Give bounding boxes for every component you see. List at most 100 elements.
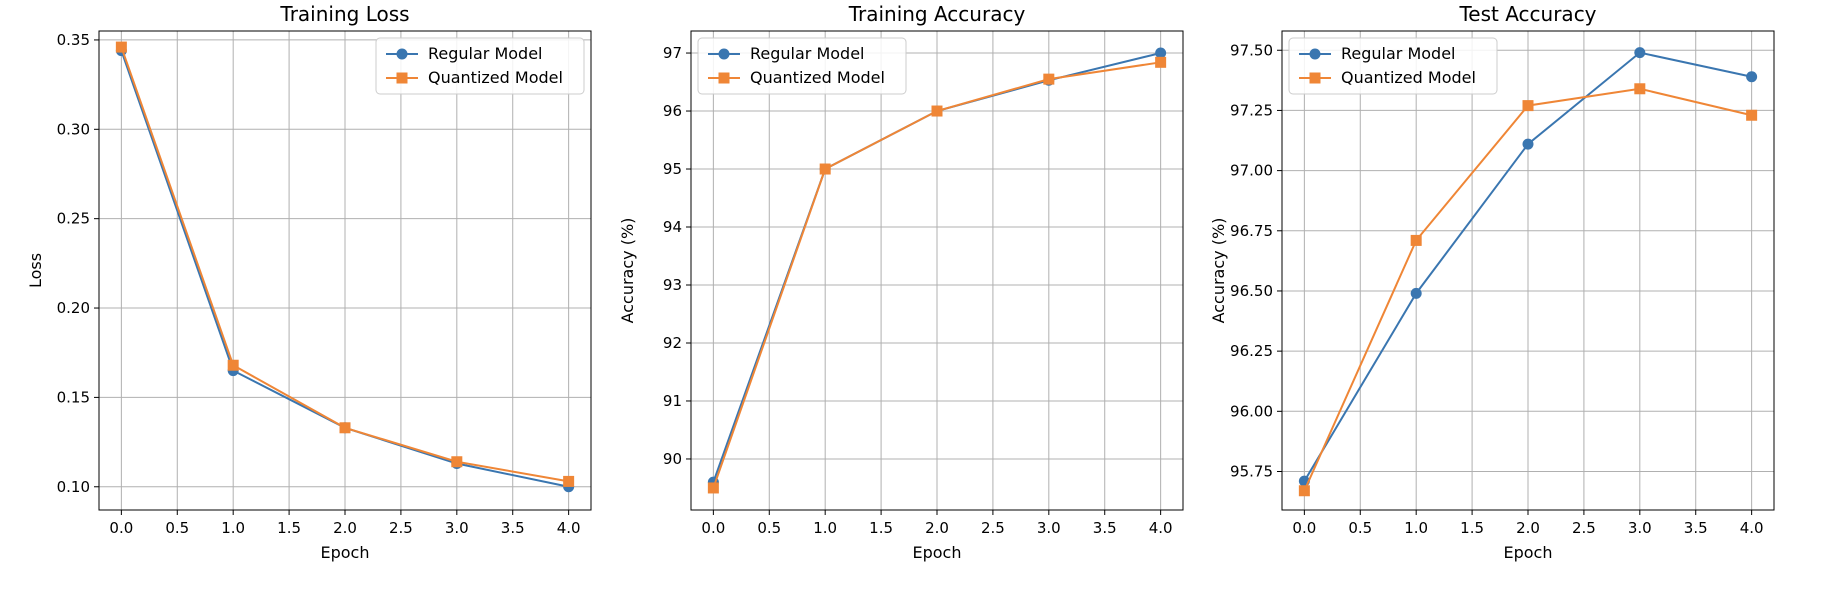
x-tick-label: 0.5 [757, 519, 781, 537]
y-tick-label: 96.25 [1230, 342, 1273, 360]
data-point-quantized [1634, 83, 1646, 95]
x-tick-label: 2.0 [1516, 519, 1540, 537]
subplot-3: 0.0 0.5 1.0 1.5 2.0 2.5 3.0 3.5 4.0 95.75 96.00 96.… [1209, 2, 1775, 562]
data-point-quantized [227, 359, 239, 371]
x-tick-label: 0.0 [1292, 519, 1316, 537]
legend-box [375, 37, 585, 95]
data-point-quantized [451, 456, 463, 468]
x-tick-label: 1.5 [277, 519, 301, 537]
x-axis-label: Epoch [1504, 543, 1553, 562]
chart-title: Training Loss [279, 2, 409, 26]
legend-label: Quantized Model [1341, 68, 1476, 87]
y-tick-label: 97.00 [1230, 162, 1273, 180]
y-tick-label: 0.25 [57, 210, 90, 228]
legend-marker [1309, 48, 1321, 60]
data-point-regular [1746, 71, 1758, 83]
x-tick-label: 2.5 [1572, 519, 1596, 537]
x-tick-label: 3.5 [1093, 519, 1117, 537]
y-tick-label: 0.30 [57, 120, 90, 138]
legend-marker [1309, 72, 1321, 84]
x-tick-label: 1.0 [1404, 519, 1428, 537]
y-tick-label: 95.75 [1230, 462, 1273, 480]
x-axis-label: Epoch [321, 543, 370, 562]
y-tick-label: 0.20 [57, 299, 90, 317]
data-point-quantized [1155, 56, 1167, 68]
x-tick-label: 0.0 [701, 519, 725, 537]
legend: Regular Model Quantized Model [1288, 37, 1498, 95]
y-tick-label: 0.15 [57, 388, 90, 406]
y-tick-label: 96.50 [1230, 282, 1273, 300]
y-tick-label: 0.10 [57, 478, 90, 496]
y-tick-label: 90 [663, 450, 682, 468]
x-tick-label: 2.0 [333, 519, 357, 537]
legend-marker [396, 72, 408, 84]
legend-box [697, 37, 907, 95]
x-tick-label: 0.5 [165, 519, 189, 537]
legend-label: Regular Model [1341, 44, 1456, 63]
y-axis-label: Loss [26, 253, 45, 288]
y-tick-label: 96.75 [1230, 222, 1273, 240]
subplot-2: 0.0 0.5 1.0 1.5 2.0 2.5 3.0 3.5 4.0 90 91 92 93 94 95 9… [618, 2, 1184, 562]
x-tick-label: 1.0 [221, 519, 245, 537]
x-tick-label: 0.5 [1348, 519, 1372, 537]
x-tick-label: 3.0 [1628, 519, 1652, 537]
x-tick-label: 0.0 [109, 519, 133, 537]
y-tick-label: 92 [663, 334, 682, 352]
data-point-regular [1410, 287, 1422, 299]
x-tick-label: 3.5 [501, 519, 525, 537]
data-point-quantized [819, 163, 831, 175]
y-tick-label: 93 [663, 276, 682, 294]
chart-title: Test Accuracy [1458, 2, 1596, 26]
x-tick-label: 4.0 [557, 519, 581, 537]
data-point-quantized [1043, 73, 1055, 85]
y-axis-label: Accuracy (%) [1209, 218, 1228, 324]
x-tick-label: 1.5 [869, 519, 893, 537]
y-tick-label: 95 [663, 160, 682, 178]
legend-label: Regular Model [428, 44, 543, 63]
x-tick-label: 3.0 [1037, 519, 1061, 537]
legend-marker [718, 48, 730, 60]
x-tick-label: 2.5 [389, 519, 413, 537]
data-point-quantized [563, 475, 575, 487]
x-tick-label: 1.0 [813, 519, 837, 537]
data-point-quantized [339, 422, 351, 434]
y-tick-label: 96.00 [1230, 402, 1273, 420]
x-tick-label: 2.5 [981, 519, 1005, 537]
legend-label: Quantized Model [428, 68, 563, 87]
chart-title: Training Accuracy [848, 2, 1026, 26]
y-tick-label: 97.50 [1230, 41, 1273, 59]
subplot-1: 0.0 0.5 1.0 1.5 2.0 2.5 3.0 3.5 4.0 0.10 0.15 0.20 0… [26, 2, 592, 562]
x-tick-label: 2.0 [925, 519, 949, 537]
data-point-quantized [1410, 234, 1422, 246]
x-tick-label: 4.0 [1149, 519, 1173, 537]
data-point-regular [1634, 47, 1646, 59]
data-point-quantized [1298, 485, 1310, 497]
legend: Regular Model Quantized Model [375, 37, 585, 95]
y-tick-label: 97 [663, 44, 682, 62]
data-point-quantized [115, 41, 127, 53]
y-tick-label: 96 [663, 102, 682, 120]
y-axis-label: Accuracy (%) [618, 218, 637, 324]
legend-label: Quantized Model [750, 68, 885, 87]
x-tick-label: 4.0 [1740, 519, 1764, 537]
data-point-quantized [707, 482, 719, 494]
data-point-quantized [1746, 109, 1758, 121]
x-tick-label: 3.0 [445, 519, 469, 537]
data-point-regular [1155, 47, 1167, 59]
legend: Regular Model Quantized Model [697, 37, 907, 95]
y-tick-label: 97.25 [1230, 101, 1273, 119]
x-tick-label: 3.5 [1684, 519, 1708, 537]
legend-marker [396, 48, 408, 60]
data-point-quantized [931, 105, 943, 117]
data-point-quantized [1522, 100, 1534, 112]
legend-label: Regular Model [750, 44, 865, 63]
x-axis-label: Epoch [913, 543, 962, 562]
data-point-regular [1522, 138, 1534, 150]
y-tick-label: 0.35 [57, 31, 90, 49]
legend-box [1288, 37, 1498, 95]
y-tick-label: 91 [663, 392, 682, 410]
x-tick-label: 1.5 [1460, 519, 1484, 537]
y-tick-label: 94 [663, 218, 682, 236]
legend-marker [718, 72, 730, 84]
